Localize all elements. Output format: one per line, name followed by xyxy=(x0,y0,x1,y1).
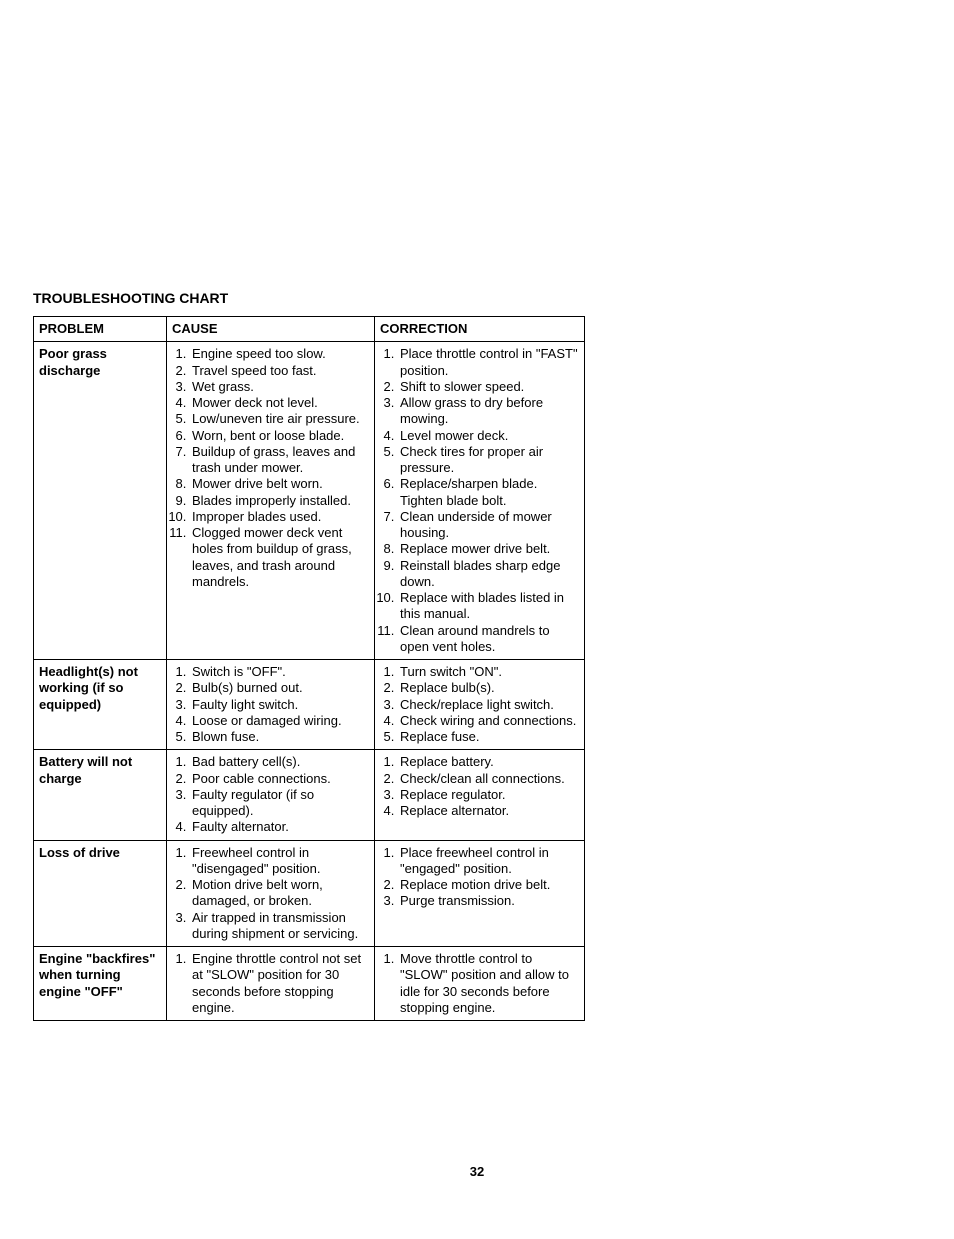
table-row: Engine "backfires" when turning engine "… xyxy=(34,947,585,1021)
correction-cell: Turn switch "ON".Replace bulb(s).Check/r… xyxy=(375,660,585,750)
correction-item: Check wiring and connections. xyxy=(398,713,579,729)
cause-item: Bulb(s) burned out. xyxy=(190,680,369,696)
correction-item: Turn switch "ON". xyxy=(398,664,579,680)
correction-item: Replace alternator. xyxy=(398,803,579,819)
problem-cell: Headlight(s) not working (if so equipped… xyxy=(34,660,167,750)
cause-item: Low/uneven tire air pressure. xyxy=(190,411,369,427)
problem-cell: Battery will not charge xyxy=(34,750,167,840)
cause-item: Poor cable connections. xyxy=(190,771,369,787)
correction-cell: Replace battery.Check/clean all connecti… xyxy=(375,750,585,840)
problem-cell: Poor grass discharge xyxy=(34,342,167,660)
table-row: Loss of drive Freewheel control in "disen… xyxy=(34,840,585,947)
correction-item: Reinstall blades sharp edge down. xyxy=(398,558,579,591)
table-row: Headlight(s) not working (if so equipped… xyxy=(34,660,585,750)
chart-title: TROUBLESHOOTING CHART xyxy=(33,290,584,306)
correction-item: Place freewheel control in "engaged" pos… xyxy=(398,845,579,878)
cause-item: Wet grass. xyxy=(190,379,369,395)
cause-item: Faulty alternator. xyxy=(190,819,369,835)
cause-cell: Switch is "OFF".Bulb(s) burned out.Fault… xyxy=(167,660,375,750)
correction-item: Clean around mandrels to open vent holes… xyxy=(398,623,579,656)
correction-item: Level mower deck. xyxy=(398,428,579,444)
troubleshooting-table: PROBLEM CAUSE CORRECTION Poor grass disc… xyxy=(33,316,585,1021)
correction-item: Replace/sharpen blade. Tighten blade bol… xyxy=(398,476,579,509)
cause-item: Engine throttle control not set at "SLOW… xyxy=(190,951,369,1016)
correction-item: Check tires for proper air pressure. xyxy=(398,444,579,477)
cause-item: Mower drive belt worn. xyxy=(190,476,369,492)
correction-item: Place throttle control in "FAST" positio… xyxy=(398,346,579,379)
correction-item: Replace regulator. xyxy=(398,787,579,803)
cause-cell: Engine speed too slow.Travel speed too f… xyxy=(167,342,375,660)
header-correction: CORRECTION xyxy=(375,317,585,342)
cause-item: Air trapped in transmission during shipm… xyxy=(190,910,369,943)
header-cause: CAUSE xyxy=(167,317,375,342)
correction-item: Check/clean all connections. xyxy=(398,771,579,787)
cause-cell: Freewheel control in "disengaged" positi… xyxy=(167,840,375,947)
cause-item: Switch is "OFF". xyxy=(190,664,369,680)
table-row: Battery will not chargeBad battery cell(… xyxy=(34,750,585,840)
cause-item: Blades improperly installed. xyxy=(190,493,369,509)
correction-item: Check/replace light switch. xyxy=(398,697,579,713)
cause-item: Blown fuse. xyxy=(190,729,369,745)
cause-cell: Bad battery cell(s).Poor cable connectio… xyxy=(167,750,375,840)
correction-item: Replace battery. xyxy=(398,754,579,770)
correction-cell: Place throttle control in "FAST" positio… xyxy=(375,342,585,660)
table-header-row: PROBLEM CAUSE CORRECTION xyxy=(34,317,585,342)
correction-item: Purge transmission. xyxy=(398,893,579,909)
cause-item: Faulty light switch. xyxy=(190,697,369,713)
cause-item: Travel speed too fast. xyxy=(190,363,369,379)
cause-item: Loose or damaged wiring. xyxy=(190,713,369,729)
correction-item: Replace with blades listed in this manua… xyxy=(398,590,579,623)
correction-item: Replace bulb(s). xyxy=(398,680,579,696)
cause-item: Buildup of grass, leaves and trash under… xyxy=(190,444,369,477)
page-number: 32 xyxy=(0,1164,954,1179)
header-problem: PROBLEM xyxy=(34,317,167,342)
cause-item: Clogged mower deck vent holes from build… xyxy=(190,525,369,590)
cause-item: Engine speed too slow. xyxy=(190,346,369,362)
problem-cell: Engine "backfires" when turning engine "… xyxy=(34,947,167,1021)
page-content: TROUBLESHOOTING CHART PROBLEM CAUSE CORR… xyxy=(0,0,954,1021)
correction-item: Replace mower drive belt. xyxy=(398,541,579,557)
cause-cell: Engine throttle control not set at "SLOW… xyxy=(167,947,375,1021)
correction-cell: Place freewheel control in "engaged" pos… xyxy=(375,840,585,947)
problem-cell: Loss of drive xyxy=(34,840,167,947)
cause-item: Bad battery cell(s). xyxy=(190,754,369,770)
cause-item: Freewheel control in "disengaged" positi… xyxy=(190,845,369,878)
cause-item: Worn, bent or loose blade. xyxy=(190,428,369,444)
cause-item: Motion drive belt worn, damaged, or brok… xyxy=(190,877,369,910)
cause-item: Mower deck not level. xyxy=(190,395,369,411)
cause-item: Improper blades used. xyxy=(190,509,369,525)
correction-item: Shift to slower speed. xyxy=(398,379,579,395)
correction-item: Clean underside of mower housing. xyxy=(398,509,579,542)
correction-item: Replace motion drive belt. xyxy=(398,877,579,893)
correction-item: Move throttle control to "SLOW" position… xyxy=(398,951,579,1016)
correction-item: Replace fuse. xyxy=(398,729,579,745)
cause-item: Faulty regulator (if so equipped). xyxy=(190,787,369,820)
correction-cell: Move throttle control to "SLOW" position… xyxy=(375,947,585,1021)
correction-item: Allow grass to dry before mowing. xyxy=(398,395,579,428)
table-row: Poor grass dischargeEngine speed too slo… xyxy=(34,342,585,660)
